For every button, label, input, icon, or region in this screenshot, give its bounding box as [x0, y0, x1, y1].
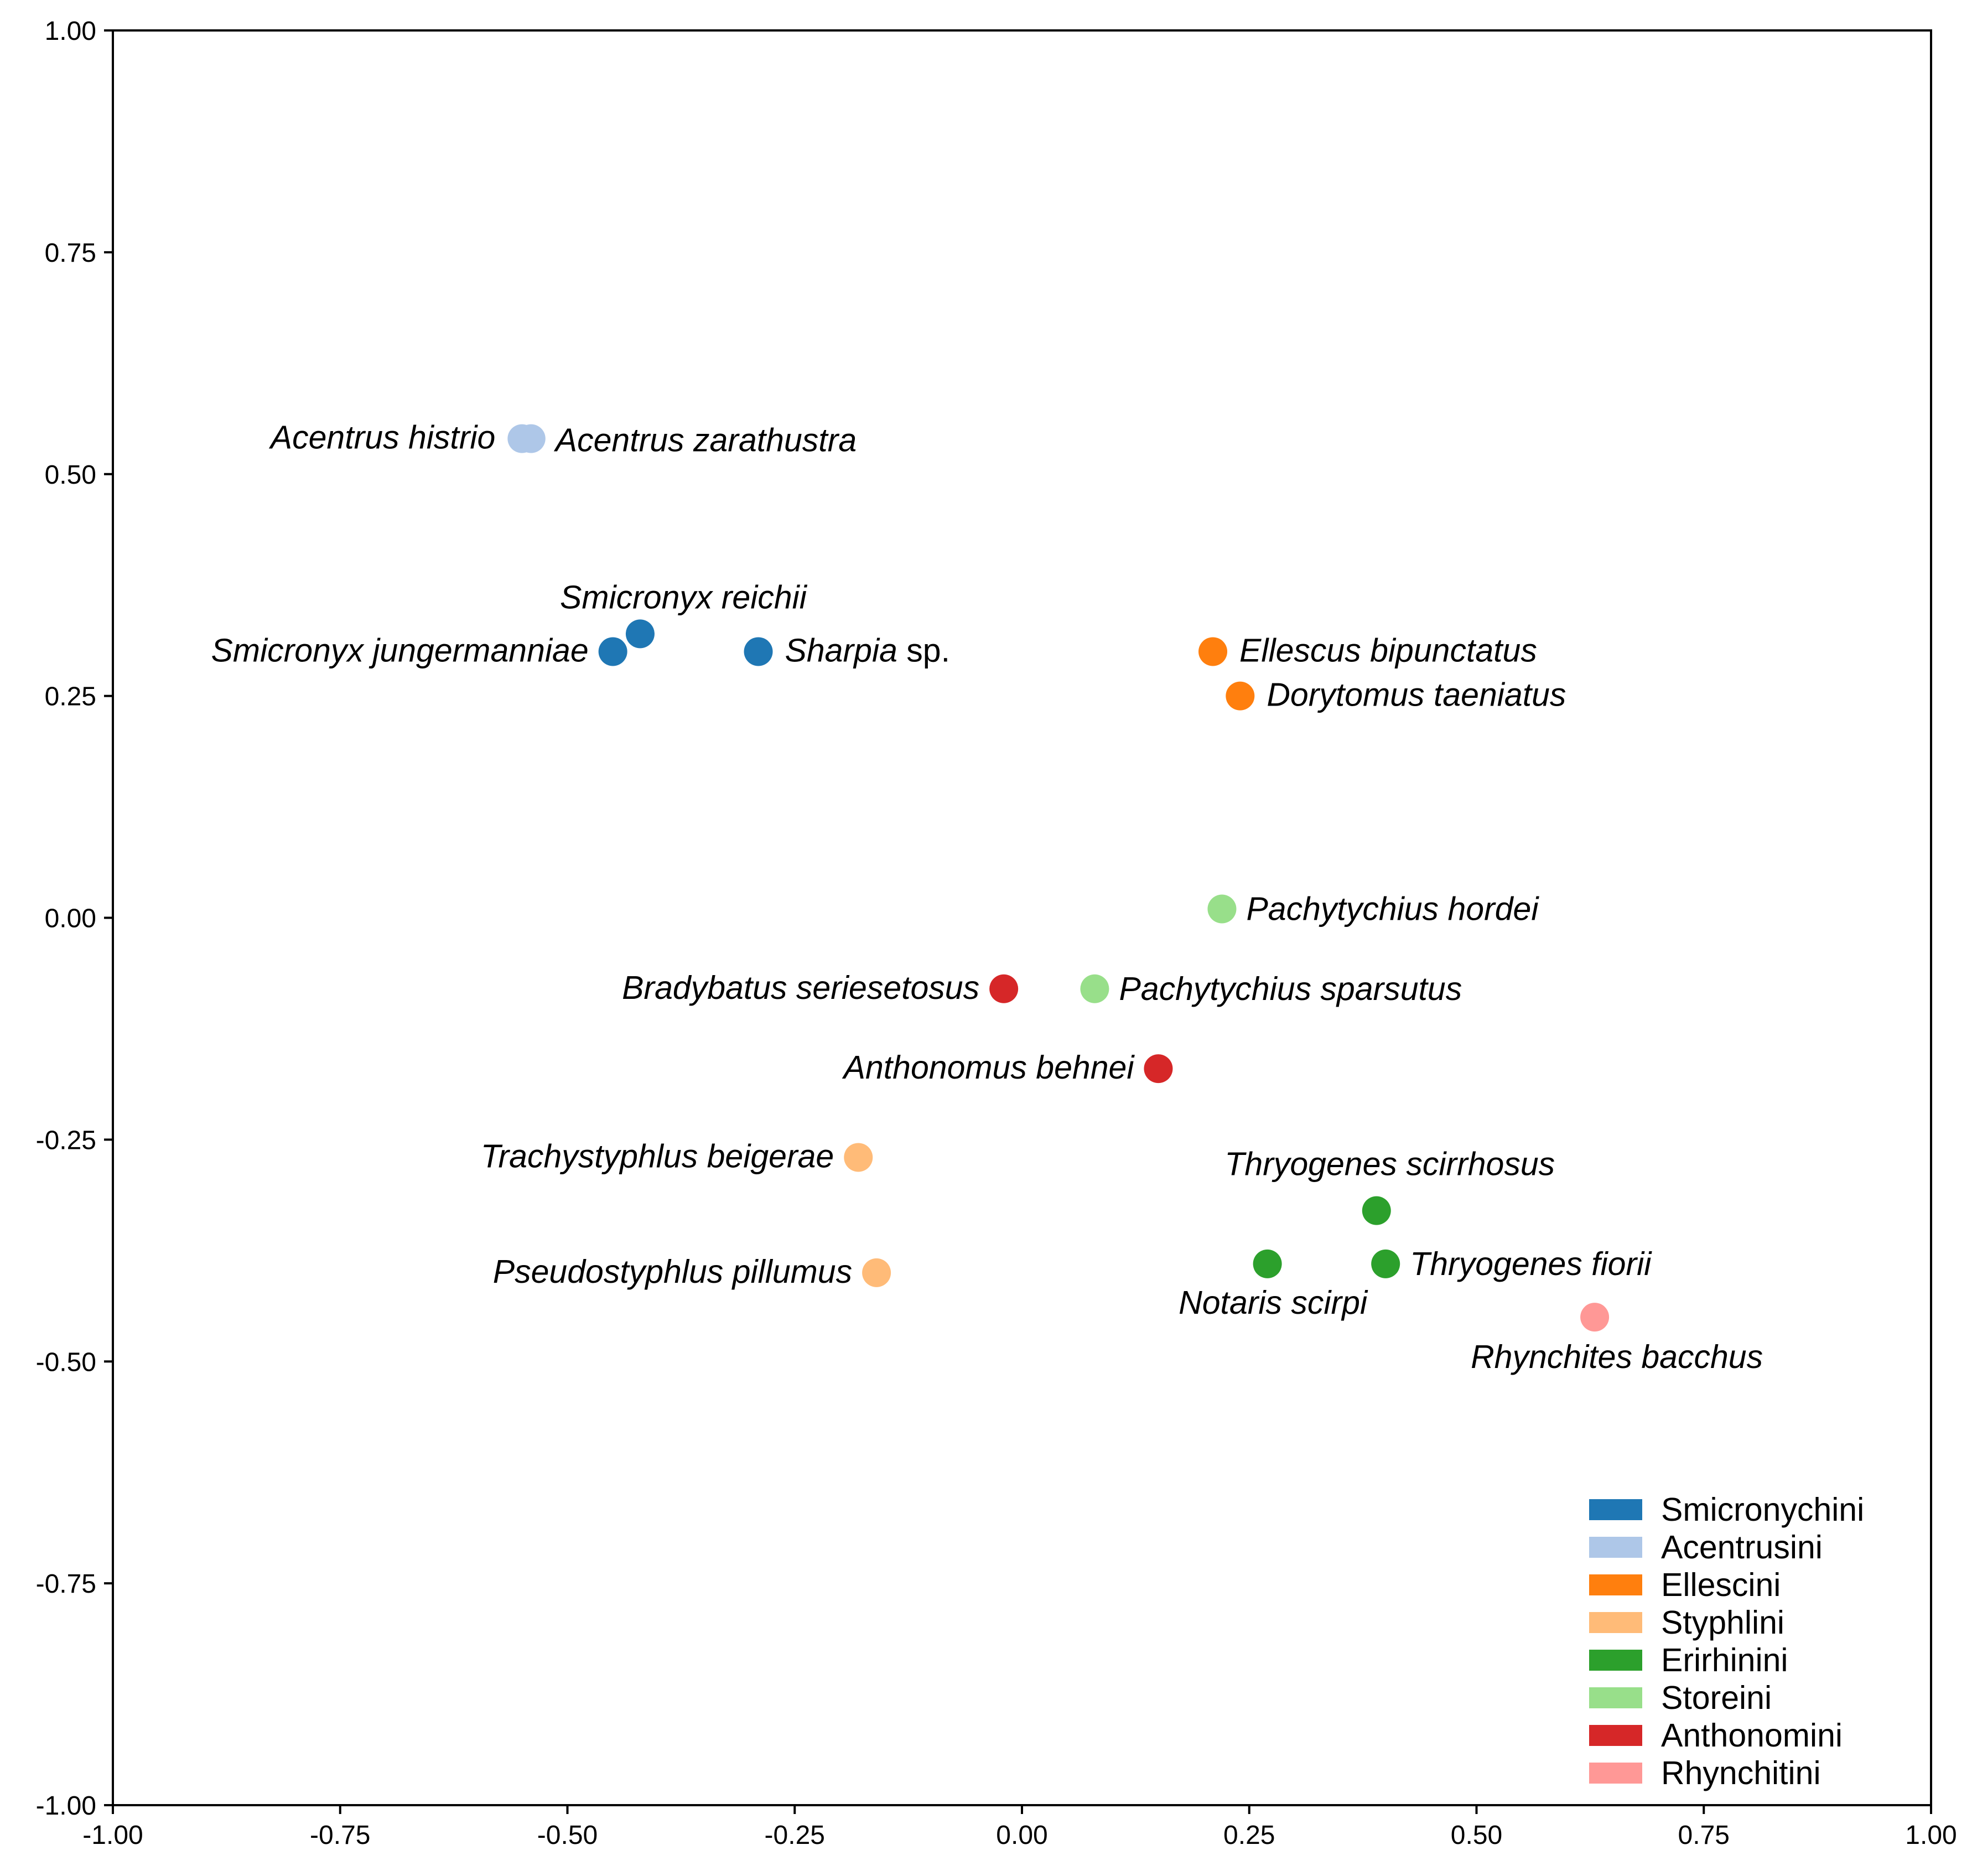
- data-point: [598, 637, 627, 666]
- data-point: [844, 1143, 873, 1172]
- data-point: [1198, 637, 1228, 666]
- data-point: [1580, 1303, 1610, 1332]
- legend-label: Ellescini: [1661, 1567, 1781, 1603]
- point-label-name: Acentrus zarathustra: [554, 422, 857, 459]
- point-label: Smicronyx jungermanniae: [211, 632, 589, 668]
- point-label: Smicronyx reichii: [560, 579, 808, 615]
- point-label: Rhynchites bacchus: [1471, 1339, 1763, 1375]
- point-label-name: Pseudostyphlus pillumus: [493, 1253, 852, 1290]
- point-label: Thryogenes fiorii: [1410, 1246, 1652, 1282]
- point-label: Pachytychius sparsutus: [1119, 971, 1462, 1007]
- x-tick-label: -0.50: [537, 1821, 598, 1850]
- x-tick-label: 0.00: [996, 1821, 1047, 1850]
- data-point: [744, 637, 773, 666]
- point-label-name: Acentrus histrio: [269, 419, 496, 456]
- data-point: [862, 1258, 891, 1287]
- legend-swatch: [1589, 1499, 1642, 1520]
- legend-swatch: [1589, 1725, 1642, 1746]
- legend-label: Smicronychini: [1661, 1491, 1864, 1528]
- legend-label: Styphlini: [1661, 1604, 1784, 1641]
- data-point: [1371, 1249, 1400, 1278]
- x-tick-label: 0.50: [1451, 1821, 1502, 1850]
- legend-swatch: [1589, 1763, 1642, 1784]
- point-label-name: Ellescus bipunctatus: [1239, 632, 1537, 668]
- legend-label: Storeini: [1661, 1680, 1772, 1716]
- point-label-name: Anthonomus behnei: [842, 1049, 1135, 1086]
- point-label-name: Trachystyphlus beigerae: [481, 1138, 834, 1174]
- data-point: [1144, 1054, 1173, 1084]
- y-tick-label: -0.25: [36, 1126, 96, 1155]
- data-point: [1362, 1196, 1391, 1225]
- data-points: [507, 424, 1610, 1332]
- point-label-name: Sharpia: [785, 632, 897, 668]
- data-point: [625, 619, 655, 649]
- point-label: Anthonomus behnei: [842, 1049, 1135, 1086]
- y-tick-label: 0.25: [45, 682, 96, 712]
- y-tick-label: 0.75: [45, 239, 96, 268]
- legend-swatch: [1589, 1612, 1642, 1633]
- y-tick-label: -0.75: [36, 1569, 96, 1599]
- point-label: Sharpia sp.: [785, 632, 950, 668]
- legend-swatch: [1589, 1650, 1642, 1671]
- point-label: Trachystyphlus beigerae: [481, 1138, 834, 1174]
- point-label: Notaris scirpi: [1179, 1284, 1368, 1321]
- x-tick-label: -1.00: [82, 1821, 143, 1850]
- x-tick-label: -0.25: [765, 1821, 825, 1850]
- legend: SmicronychiniAcentrusiniEllesciniStyphli…: [1589, 1491, 1864, 1791]
- point-label-name: Thryogenes scirrhosus: [1224, 1146, 1555, 1183]
- data-point: [1226, 681, 1255, 711]
- point-label-name: Pachytychius hordei: [1246, 890, 1539, 927]
- data-point: [1253, 1249, 1282, 1278]
- x-tick-label: -0.75: [310, 1821, 370, 1850]
- point-labels: Acentrus histrio Acentrus zarathustra Smic…: [211, 419, 1763, 1375]
- data-point: [1207, 894, 1237, 924]
- point-label: Ellescus bipunctatus: [1239, 632, 1537, 668]
- point-label-name: Notaris scirpi: [1179, 1284, 1368, 1321]
- plot-frame: [112, 29, 1932, 1806]
- legend-label: Rhynchitini: [1661, 1755, 1821, 1791]
- point-label-name: Smicronyx reichii: [560, 579, 808, 615]
- y-tick-label: -0.50: [36, 1348, 96, 1377]
- point-label-name: Dorytomus taeniatus: [1267, 677, 1566, 713]
- point-label-name: Thryogenes fiorii: [1410, 1246, 1652, 1282]
- point-label-name: Smicronyx jungermanniae: [211, 632, 589, 668]
- legend-label: Erirhinini: [1661, 1642, 1788, 1678]
- point-label: Pachytychius hordei: [1246, 890, 1539, 927]
- point-label: Acentrus zarathustra: [554, 422, 857, 459]
- legend-swatch: [1589, 1687, 1642, 1708]
- data-point: [516, 424, 546, 453]
- x-tick-label: 0.25: [1223, 1821, 1275, 1850]
- legend-label: Anthonomini: [1661, 1717, 1843, 1754]
- y-tick-label: 1.00: [45, 17, 96, 46]
- point-label: Acentrus histrio: [269, 419, 496, 456]
- y-tick-label: 0.50: [45, 460, 96, 490]
- point-label: Dorytomus taeniatus: [1267, 677, 1566, 713]
- x-tick-label: 0.75: [1678, 1821, 1730, 1850]
- data-point: [1080, 974, 1109, 1003]
- legend-swatch: [1589, 1574, 1642, 1595]
- point-label-name: Bradybatus seriesetosus: [622, 970, 979, 1006]
- data-point: [989, 974, 1019, 1003]
- y-tick-label: 0.00: [45, 904, 96, 934]
- point-label-suffix: sp.: [897, 632, 950, 668]
- point-label: Pseudostyphlus pillumus: [493, 1253, 852, 1290]
- point-label: Bradybatus seriesetosus: [622, 970, 979, 1006]
- y-tick-label: -1.00: [36, 1791, 96, 1821]
- x-tick-label: 1.00: [1905, 1821, 1957, 1850]
- point-label-name: Pachytychius sparsutus: [1119, 971, 1462, 1007]
- point-label-name: Rhynchites bacchus: [1471, 1339, 1763, 1375]
- point-label: Thryogenes scirrhosus: [1224, 1146, 1555, 1183]
- legend-label: Acentrusini: [1661, 1529, 1823, 1566]
- legend-swatch: [1589, 1537, 1642, 1558]
- axes: -1.00 -0.75 -0.50 -0.25 0.00 0.25 0.50 0.75 1.00…: [36, 17, 1957, 1850]
